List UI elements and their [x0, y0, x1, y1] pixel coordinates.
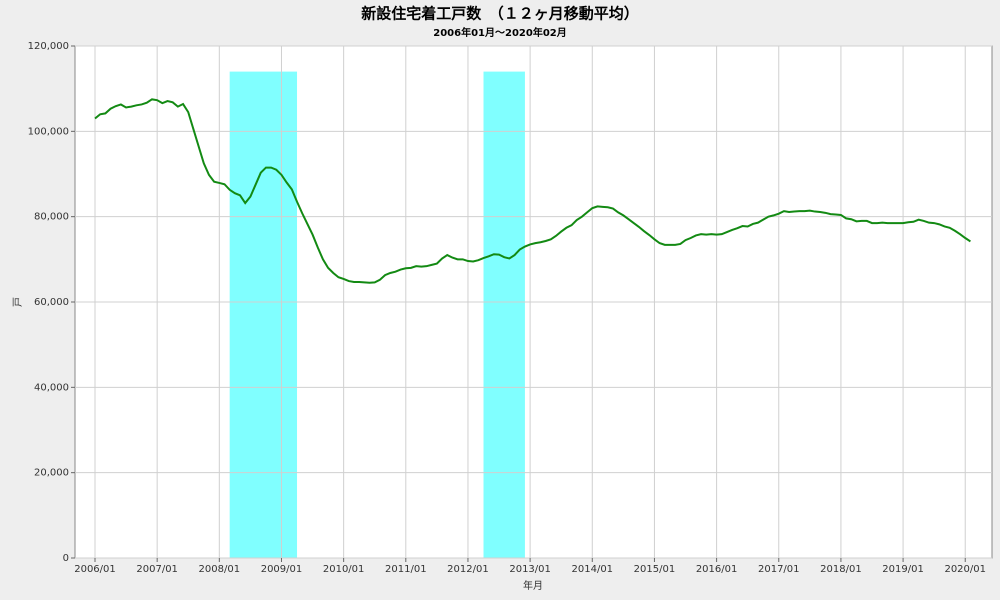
- x-tick-label: 2014/01: [572, 564, 614, 575]
- x-tick-label: 2008/01: [199, 564, 241, 575]
- y-tick-label: 80,000: [34, 212, 69, 223]
- x-tick-label: 2013/01: [509, 564, 551, 575]
- shaded-band: [483, 71, 525, 558]
- x-tick-label: 2019/01: [882, 564, 924, 575]
- x-tick-label: 2016/01: [696, 564, 738, 575]
- y-tick-label: 20,000: [34, 468, 69, 479]
- chart-title: 新設住宅着工戸数 （１２ヶ月移動平均）: [361, 5, 639, 23]
- y-tick-label: 0: [63, 553, 69, 564]
- x-tick-label: 2010/01: [323, 564, 365, 575]
- y-tick-label: 120,000: [28, 41, 69, 52]
- x-tick-label: 2011/01: [385, 564, 427, 575]
- y-tick-label: 100,000: [28, 126, 69, 137]
- x-tick-label: 2006/01: [74, 564, 116, 575]
- chart-subtitle: 2006年01月～2020年02月: [433, 26, 567, 39]
- y-axis-label: 戸: [12, 297, 24, 307]
- x-tick-label: 2020/01: [944, 564, 986, 575]
- x-tick-label: 2015/01: [634, 564, 676, 575]
- y-tick-label: 60,000: [34, 297, 69, 308]
- x-tick-label: 2017/01: [758, 564, 800, 575]
- data-line: [94, 98, 971, 284]
- x-tick-label: 2009/01: [261, 564, 303, 575]
- x-axis-label: 年月: [523, 579, 543, 592]
- x-tick-label: 2018/01: [820, 564, 862, 575]
- x-tick-label: 2012/01: [447, 564, 489, 575]
- x-tick-label: 2007/01: [136, 564, 178, 575]
- shaded-band: [229, 71, 298, 558]
- y-tick-label: 40,000: [34, 382, 69, 393]
